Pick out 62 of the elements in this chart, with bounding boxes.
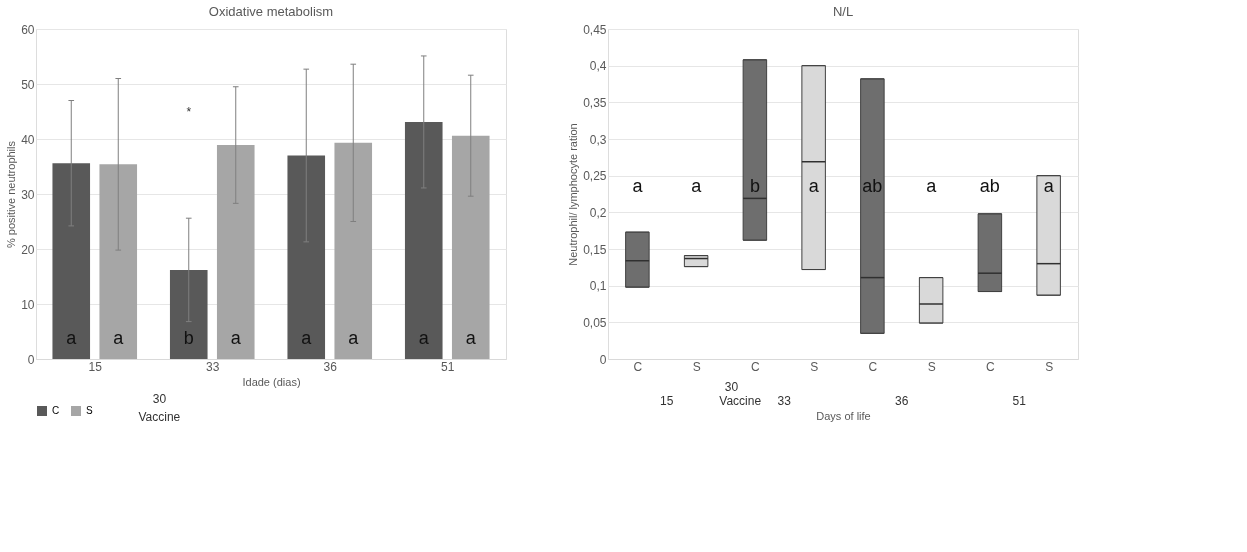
y-tick-label: 50 xyxy=(21,77,35,92)
text: Vaccine xyxy=(719,394,762,408)
x-tick-label: 33 xyxy=(206,359,220,374)
y-tick-label: 0,4 xyxy=(589,59,607,74)
annotation: * xyxy=(186,104,192,119)
text: 33 xyxy=(777,394,792,408)
data-label: a xyxy=(113,328,125,348)
y-tick-label: 60 xyxy=(21,22,35,37)
data-label: a xyxy=(301,328,313,348)
text: a xyxy=(1043,176,1054,197)
x-tick-label: S xyxy=(1045,359,1054,374)
text: ab xyxy=(979,176,1000,197)
text: 51 xyxy=(1012,394,1027,408)
text: 30 xyxy=(152,392,167,406)
y-tick-label: 0,25 xyxy=(583,169,607,184)
text: a xyxy=(926,176,937,197)
text: 36 xyxy=(895,394,909,408)
data-label: a xyxy=(66,328,78,348)
y-tick-label: 40 xyxy=(21,132,35,147)
x-tick-label: C xyxy=(986,359,996,374)
text: 30 xyxy=(724,380,739,394)
y-tick-label: 20 xyxy=(21,242,35,257)
x-axis-title: Days of life xyxy=(816,409,871,422)
data-label: a xyxy=(465,328,477,348)
y-tick-label: 0 xyxy=(599,352,607,367)
x-tick-label: C xyxy=(868,359,878,374)
text: a xyxy=(691,176,702,197)
chart-title: N/L xyxy=(832,4,854,19)
text: b xyxy=(749,176,760,197)
x-tick-label: C xyxy=(633,359,643,374)
data-label: a xyxy=(348,328,360,348)
data-label: b xyxy=(183,328,194,348)
y-tick-label: 0,15 xyxy=(583,242,607,257)
legend-label: S xyxy=(86,405,93,416)
y-tick-label: 0 xyxy=(27,352,35,367)
text: a xyxy=(632,176,643,197)
data-label: a xyxy=(418,328,430,348)
y-axis-title: Neutrophil/ lymphocyte ration xyxy=(567,123,580,266)
legend-label: C xyxy=(52,405,60,416)
y-tick-label: 0,1 xyxy=(589,279,607,294)
y-axis-title: % positive neutrophils xyxy=(5,140,18,249)
y-tick-label: 0,45 xyxy=(583,22,607,37)
x-axis-title: Idade (dias) xyxy=(242,375,301,388)
x-tick-label: 51 xyxy=(441,359,455,374)
y-tick-label: 30 xyxy=(21,187,35,202)
x-tick-label: S xyxy=(810,359,819,374)
y-tick-label: 10 xyxy=(21,297,35,312)
x-tick-label: S xyxy=(692,359,701,374)
x-tick-label: C xyxy=(751,359,761,374)
y-tick-label: 0,3 xyxy=(589,132,607,147)
text: a xyxy=(808,176,819,197)
y-tick-label: 0,2 xyxy=(589,205,607,220)
data-label: a xyxy=(230,328,242,348)
text: Vaccine xyxy=(138,410,181,424)
text: ab xyxy=(862,176,883,197)
y-tick-label: 0,05 xyxy=(583,315,607,330)
text: 15 xyxy=(660,394,674,408)
y-tick-label: 0,35 xyxy=(583,95,607,110)
x-tick-label: S xyxy=(927,359,936,374)
x-tick-label: 15 xyxy=(88,359,103,374)
chart-title: Oxidative metabolism xyxy=(208,4,334,19)
x-tick-label: 36 xyxy=(323,359,338,374)
